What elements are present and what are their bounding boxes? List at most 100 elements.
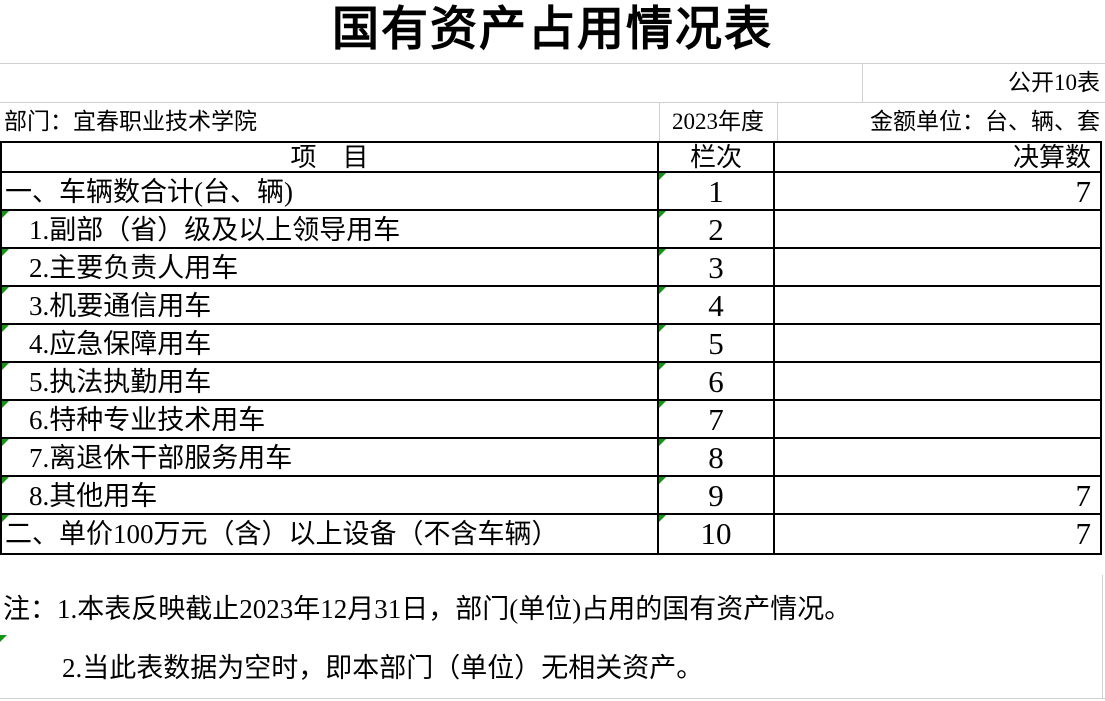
table-row: 8.其他用车 9 7 bbox=[2, 477, 1100, 515]
item-cell: 4.应急保障用车 bbox=[2, 325, 659, 361]
column-number: 1 bbox=[708, 174, 724, 209]
header-value: 决算数 bbox=[1012, 143, 1091, 171]
item-label: 1.副部（省）级及以上领导用车 bbox=[29, 215, 401, 245]
item-label: 8.其他用车 bbox=[29, 481, 158, 511]
column-number-cell: 9 bbox=[659, 477, 775, 513]
value-cell: 7 bbox=[775, 477, 1098, 513]
table-row: 一、车辆数合计(台、辆) 1 7 bbox=[2, 173, 1100, 211]
cell-error-marker-icon bbox=[659, 249, 666, 256]
column-number: 8 bbox=[708, 440, 724, 475]
cell-error-marker-icon bbox=[2, 249, 9, 256]
item-cell: 8.其他用车 bbox=[2, 477, 659, 513]
value-cell: 7 bbox=[775, 173, 1098, 209]
table-header-row: 项 目 栏次 决算数 bbox=[2, 143, 1100, 173]
value-cell bbox=[775, 401, 1098, 437]
value-cell bbox=[775, 363, 1098, 399]
table-row: 6.特种专业技术用车 7 bbox=[2, 401, 1100, 439]
table-row: 二、单价100万元（含）以上设备（不含车辆） 10 7 bbox=[2, 515, 1100, 553]
footnote-2: 2.当此表数据为空时，即本部门（单位）无相关资产。 bbox=[62, 653, 704, 683]
gridline-horizontal bbox=[0, 698, 1105, 699]
cell-error-marker-icon bbox=[2, 211, 9, 218]
cell-error-marker-icon bbox=[0, 635, 7, 642]
cell-error-marker-icon bbox=[659, 211, 666, 218]
cell-error-marker-icon bbox=[659, 363, 666, 370]
column-number: 10 bbox=[700, 516, 732, 551]
item-label: 二、单价100万元（含）以上设备（不含车辆） bbox=[5, 519, 559, 549]
gridline-horizontal bbox=[0, 102, 1105, 103]
item-cell: 7.离退休干部服务用车 bbox=[2, 439, 659, 475]
value-number: 7 bbox=[1075, 516, 1092, 551]
table-row: 5.执法执勤用车 6 bbox=[2, 363, 1100, 401]
item-label: 4.应急保障用车 bbox=[29, 329, 212, 359]
cell-error-marker-icon bbox=[659, 173, 666, 180]
table-row: 2.主要负责人用车 3 bbox=[2, 249, 1100, 287]
column-number-cell: 10 bbox=[659, 515, 775, 553]
asset-table: 项 目 栏次 决算数 一、车辆数合计(台、辆) 1 7 1.副部（省）级及以上领… bbox=[0, 141, 1102, 555]
column-number-cell: 1 bbox=[659, 173, 775, 209]
table-row: 3.机要通信用车 4 bbox=[2, 287, 1100, 325]
item-cell: 二、单价100万元（含）以上设备（不含车辆） bbox=[2, 515, 659, 553]
gridline-vertical bbox=[777, 102, 778, 141]
item-cell: 6.特种专业技术用车 bbox=[2, 401, 659, 437]
cell-error-marker-icon bbox=[2, 439, 9, 446]
cell-error-marker-icon bbox=[2, 363, 9, 370]
cell-error-marker-icon bbox=[659, 325, 666, 332]
item-cell: 5.执法执勤用车 bbox=[2, 363, 659, 399]
column-number-cell: 4 bbox=[659, 287, 775, 323]
value-cell bbox=[775, 211, 1098, 247]
cell-error-marker-icon bbox=[659, 515, 666, 522]
cell-error-marker-icon bbox=[2, 287, 9, 294]
value-cell bbox=[775, 439, 1098, 475]
column-number: 3 bbox=[708, 250, 724, 285]
cell-error-marker-icon bbox=[2, 401, 9, 408]
column-number-cell: 2 bbox=[659, 211, 775, 247]
item-label: 5.执法执勤用车 bbox=[29, 367, 212, 397]
amount-unit-label: 金额单位：台、辆、套 bbox=[870, 109, 1100, 134]
value-cell: 7 bbox=[775, 515, 1098, 553]
fiscal-year-label: 2023年度 bbox=[672, 109, 764, 134]
column-number-cell: 6 bbox=[659, 363, 775, 399]
header-column: 栏次 bbox=[659, 143, 775, 171]
department-label: 部门：宜春职业技术学院 bbox=[4, 109, 257, 134]
gridline-horizontal bbox=[0, 63, 1105, 64]
column-number-cell: 8 bbox=[659, 439, 775, 475]
value-number: 7 bbox=[1075, 174, 1092, 209]
column-number: 7 bbox=[708, 402, 724, 437]
column-number: 4 bbox=[708, 288, 724, 323]
column-number-cell: 5 bbox=[659, 325, 775, 361]
cell-error-marker-icon bbox=[659, 401, 666, 408]
value-cell bbox=[775, 287, 1098, 323]
table-row: 1.副部（省）级及以上领导用车 2 bbox=[2, 211, 1100, 249]
public-table-number: 公开10表 bbox=[1008, 70, 1100, 95]
page-title: 国有资产占用情况表 bbox=[332, 4, 773, 56]
item-label: 6.特种专业技术用车 bbox=[29, 405, 266, 435]
column-number: 6 bbox=[708, 364, 724, 399]
footnote-1: 注：1.本表反映截止2023年12月31日，部门(单位)占用的国有资产情况。 bbox=[3, 594, 852, 624]
header-item: 项 目 bbox=[2, 143, 659, 171]
gridline-vertical bbox=[1102, 575, 1103, 699]
item-cell: 一、车辆数合计(台、辆) bbox=[2, 173, 659, 209]
column-number-cell: 7 bbox=[659, 401, 775, 437]
item-cell: 2.主要负责人用车 bbox=[2, 249, 659, 285]
table-row: 7.离退休干部服务用车 8 bbox=[2, 439, 1100, 477]
gridline-vertical bbox=[659, 102, 660, 141]
cell-error-marker-icon bbox=[2, 325, 9, 332]
column-number: 2 bbox=[708, 212, 724, 247]
column-number: 5 bbox=[708, 326, 724, 361]
cell-error-marker-icon bbox=[2, 515, 9, 522]
item-cell: 3.机要通信用车 bbox=[2, 287, 659, 323]
cell-error-marker-icon bbox=[659, 287, 666, 294]
table-row: 4.应急保障用车 5 bbox=[2, 325, 1100, 363]
cell-error-marker-icon bbox=[659, 477, 666, 484]
cell-error-marker-icon bbox=[659, 439, 666, 446]
item-label: 一、车辆数合计(台、辆) bbox=[5, 177, 293, 207]
gridline-vertical bbox=[862, 63, 863, 102]
value-number: 7 bbox=[1075, 478, 1092, 513]
value-cell bbox=[775, 249, 1098, 285]
item-label: 2.主要负责人用车 bbox=[29, 253, 239, 283]
item-label: 7.离退休干部服务用车 bbox=[29, 443, 293, 473]
value-cell bbox=[775, 325, 1098, 361]
item-cell: 1.副部（省）级及以上领导用车 bbox=[2, 211, 659, 247]
column-number-cell: 3 bbox=[659, 249, 775, 285]
